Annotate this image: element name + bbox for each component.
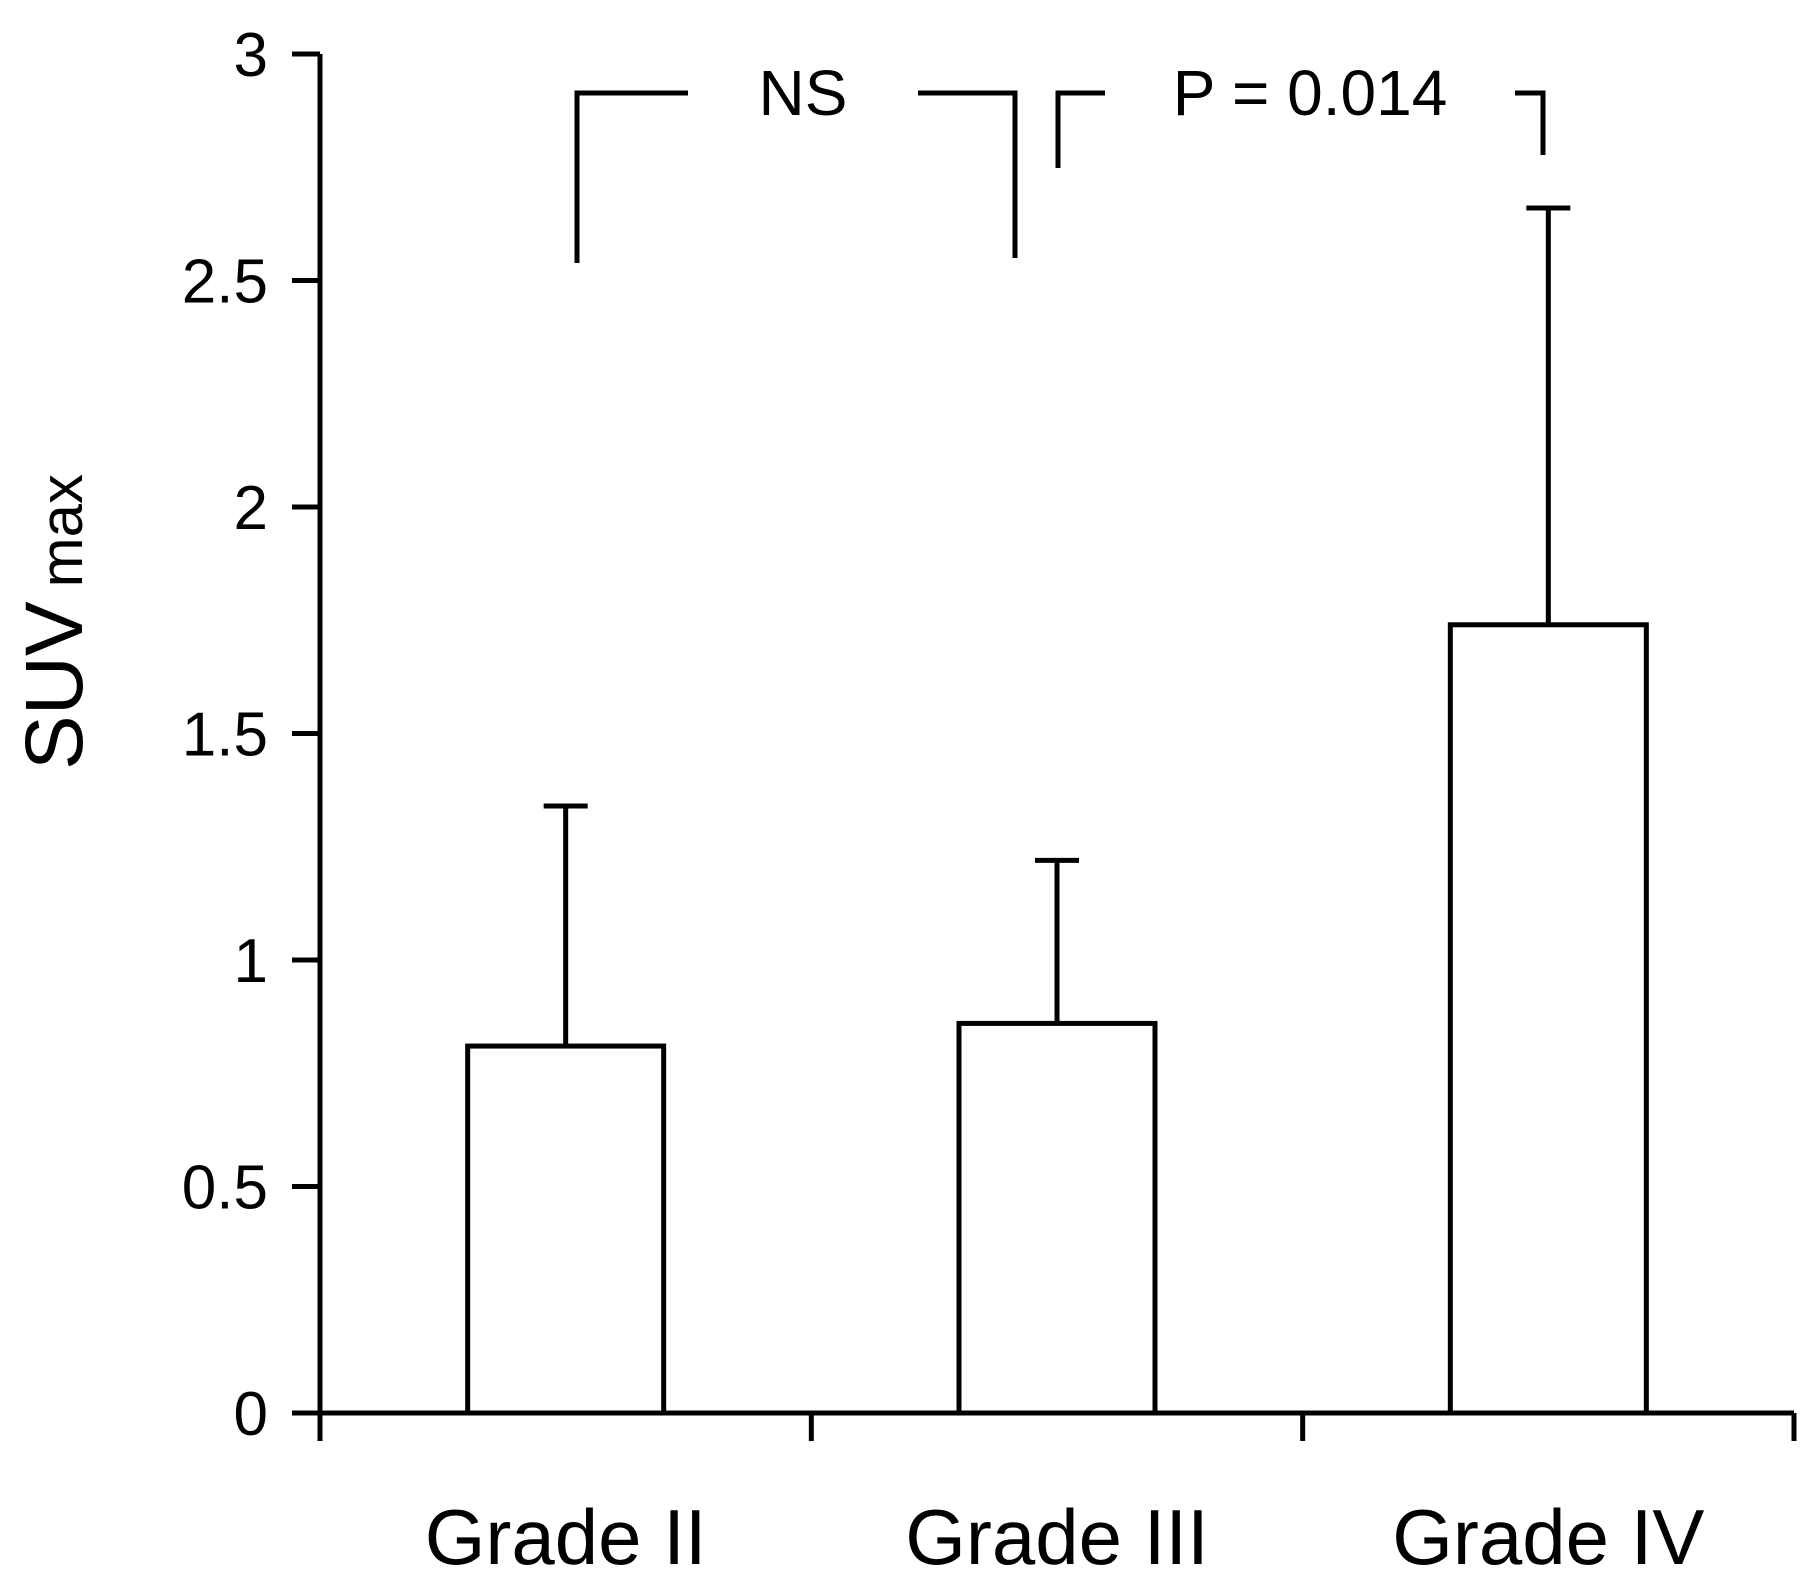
y-tick-label: 2.5 <box>182 248 268 317</box>
x-category-label: Grade III <box>905 1493 1208 1581</box>
y-tick-label: 1 <box>234 927 268 996</box>
bar <box>1447 622 1649 1416</box>
bracket-right-arm <box>918 90 1018 258</box>
y-tick-label: 0 <box>234 1380 268 1449</box>
significance-label: P = 0.014 <box>1173 57 1448 129</box>
y-axis-label-subscript: max <box>28 474 95 587</box>
significance-brackets: NS P = 0.014 <box>574 57 1546 263</box>
bar <box>465 1043 667 1416</box>
x-category-label: Grade IV <box>1392 1493 1704 1581</box>
significance-label: NS <box>759 57 848 129</box>
y-tick-label: 1.5 <box>182 701 268 770</box>
axes: 0 0.5 1 1.5 2 2.5 3 Grade II Grade III Grade IV <box>182 21 1797 1581</box>
y-axis-label: SUV max <box>9 474 100 770</box>
x-category-label: Grade II <box>425 1493 707 1581</box>
y-axis-label-main: SUV <box>9 601 100 770</box>
bracket-left-arm <box>1055 90 1105 168</box>
error-bars <box>543 205 1571 1047</box>
svg-text:SUVmax: SUV max <box>9 474 100 770</box>
bar <box>956 1020 1158 1416</box>
bracket-left-arm <box>574 90 688 263</box>
y-tick-label: 0.5 <box>182 1154 268 1223</box>
bracket-right-arm <box>1515 90 1546 155</box>
bars <box>465 622 1649 1416</box>
y-tick-label: 3 <box>234 21 268 90</box>
y-tick-label: 2 <box>234 474 268 543</box>
